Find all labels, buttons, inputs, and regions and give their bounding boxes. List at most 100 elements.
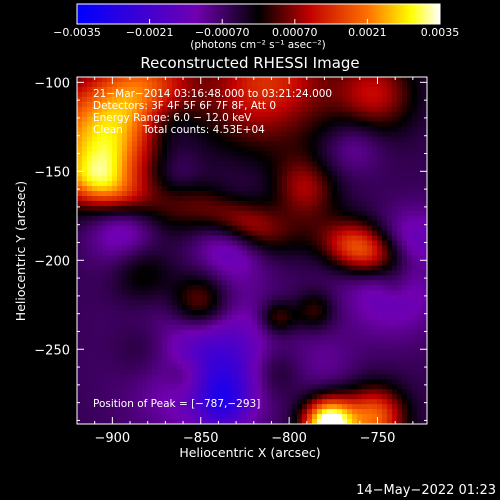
- heatmap-cell: [162, 181, 168, 187]
- heatmap-cell: [187, 314, 193, 321]
- heatmap-cell: [282, 364, 288, 370]
- heatmap-cell: [192, 384, 198, 390]
- heatmap-cell: [322, 314, 328, 321]
- heatmap-cell: [212, 329, 218, 336]
- heatmap-cell: [362, 111, 368, 118]
- heatmap-cell: [202, 399, 208, 405]
- heatmap-cell: [327, 191, 333, 197]
- heatmap-cell: [232, 195, 238, 202]
- heatmap-cell: [102, 215, 108, 222]
- heatmap-cell: [297, 171, 303, 177]
- heatmap-cell: [102, 86, 108, 93]
- heatmap-cell: [112, 295, 118, 301]
- heatmap-cell: [232, 324, 238, 331]
- heatmap-cell: [347, 106, 353, 113]
- heatmap-cell: [162, 379, 168, 385]
- heatmap-cell: [152, 354, 158, 360]
- heatmap-cell: [262, 255, 268, 261]
- heatmap-cell: [82, 230, 88, 237]
- heatmap-cell: [267, 230, 273, 237]
- heatmap-cell: [212, 324, 218, 331]
- heatmap-cell: [407, 354, 413, 360]
- heatmap-cell: [272, 344, 278, 351]
- heatmap-cell: [317, 171, 323, 177]
- heatmap-cell: [397, 300, 403, 306]
- heatmap-cell: [222, 161, 228, 167]
- heatmap-cell: [272, 210, 278, 217]
- heatmap-cell: [357, 171, 363, 177]
- heatmap-cell: [117, 265, 123, 271]
- heatmap-cell: [342, 91, 348, 98]
- heatmap-cell: [172, 384, 178, 390]
- heatmap-cell: [237, 389, 243, 395]
- heatmap-cell: [167, 151, 173, 157]
- heatmap-cell: [312, 314, 318, 321]
- heatmap-cell: [337, 379, 343, 385]
- heatmap-cell: [257, 265, 263, 271]
- heatmap-cell: [127, 245, 133, 251]
- heatmap-cell: [212, 275, 218, 281]
- heatmap-cell: [177, 379, 183, 385]
- heatmap-cell: [132, 329, 138, 336]
- heatmap-cell: [422, 354, 427, 360]
- heatmap-cell: [252, 116, 258, 123]
- heatmap-cell: [337, 309, 343, 316]
- heatmap-cell: [212, 265, 218, 271]
- heatmap-cell: [217, 81, 223, 88]
- heatmap-cell: [102, 334, 108, 341]
- heatmap-cell: [387, 419, 393, 424]
- heatmap-cell: [412, 77, 418, 83]
- heatmap-cell: [407, 245, 413, 251]
- heatmap-cell: [87, 181, 93, 187]
- heatmap-cell: [392, 81, 398, 88]
- heatmap-cell: [397, 265, 403, 271]
- heatmap-cell: [187, 379, 193, 385]
- heatmap-cell: [197, 200, 203, 207]
- heatmap-cell: [112, 384, 118, 390]
- heatmap-cell: [362, 205, 368, 212]
- heatmap-cell: [107, 121, 113, 127]
- heatmap-cell: [367, 205, 373, 212]
- heatmap-cell: [307, 379, 313, 385]
- heatmap-cell: [127, 141, 133, 147]
- heatmap-cell: [287, 166, 293, 172]
- heatmap-cell: [407, 349, 413, 355]
- heatmap-cell: [362, 414, 368, 420]
- heatmap-cell: [132, 146, 138, 152]
- heatmap-cell: [207, 255, 213, 261]
- heatmap-cell: [192, 260, 198, 266]
- heatmap-cell: [137, 305, 143, 311]
- heatmap-cell: [202, 81, 208, 88]
- heatmap-cell: [132, 136, 138, 142]
- heatmap-cell: [237, 349, 243, 355]
- heatmap-cell: [357, 399, 363, 405]
- heatmap-cell: [347, 334, 353, 341]
- heatmap-cell: [112, 116, 118, 123]
- heatmap-cell: [397, 349, 403, 355]
- heatmap-cell: [347, 394, 353, 400]
- heatmap-cell: [242, 260, 248, 266]
- heatmap-cell: [302, 275, 308, 281]
- heatmap-cell: [252, 146, 258, 152]
- heatmap-cell: [122, 240, 128, 246]
- heatmap-cell: [202, 200, 208, 207]
- heatmap-cell: [262, 101, 268, 108]
- heatmap-cell: [322, 191, 328, 197]
- heatmap-cell: [152, 81, 158, 88]
- heatmap-cell: [292, 349, 298, 355]
- heatmap-cell: [117, 250, 123, 256]
- heatmap-cell: [167, 369, 173, 375]
- heatmap-cell: [327, 121, 333, 127]
- heatmap-cell: [102, 414, 108, 420]
- heatmap-cell: [102, 136, 108, 142]
- heatmap-cell: [157, 81, 163, 88]
- heatmap-cell: [302, 389, 308, 395]
- heatmap-cell: [227, 191, 233, 197]
- heatmap-cell: [407, 220, 413, 227]
- x-tick-label: −850: [183, 431, 219, 446]
- heatmap-cell: [292, 384, 298, 390]
- heatmap-cell: [322, 384, 328, 390]
- heatmap-cell: [142, 255, 148, 261]
- heatmap-cell: [82, 191, 88, 197]
- heatmap-cell: [92, 171, 98, 177]
